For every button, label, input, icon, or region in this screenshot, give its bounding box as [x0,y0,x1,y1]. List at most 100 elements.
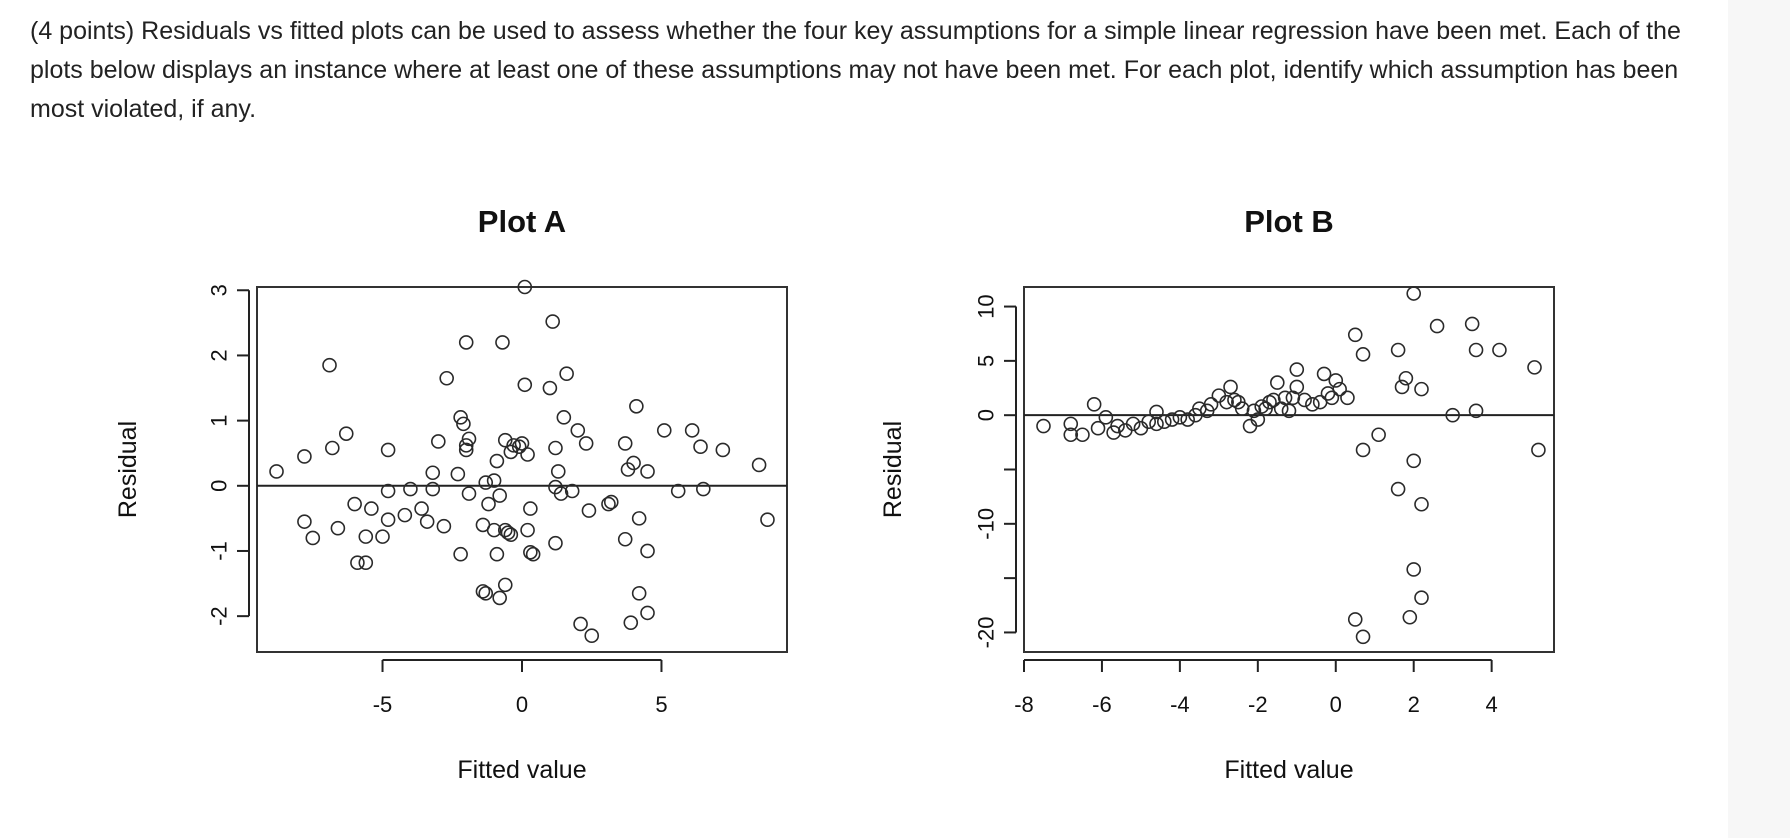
plot-b-data-point [1414,590,1429,605]
plot-b-data-point [1063,427,1079,443]
plot-a-data-point [601,496,616,512]
plot-a-data-point [640,605,655,621]
plot-b-data-point [1149,416,1164,432]
plot-b-data-point [1402,609,1418,625]
plot-a-x-tick-label: 0 [516,692,528,717]
plot-a-data-point [414,501,429,516]
plot-a-data-point [358,529,374,544]
plot-a-data-point [330,520,346,536]
plot-b-data-point [1149,404,1164,420]
plot-a-data-point [492,488,507,503]
question-panel: (4 points) Residuals vs fitted plots can… [30,17,1681,784]
plot-b-data-point [1086,397,1102,412]
plot-a-y-tick-label: 3 [207,284,232,296]
question-text: (4 points) Residuals vs fitted plots can… [30,17,1681,123]
plot-b-data-point [1063,416,1079,432]
plot-a-x-tick-label: 5 [655,692,667,717]
plot-a-data-point [297,449,312,464]
plot-a-data-point [629,398,644,414]
plot-b-data-point [1164,412,1180,427]
plot-a-data-point [478,475,494,490]
plot-a-data-point [584,628,600,644]
plot-a-data-point [626,455,641,471]
plot-b-data-point [1492,342,1507,358]
plot-b-y-tick-label: -20 [974,617,999,649]
plot-a-data-point [631,511,647,526]
plot-b-x-tick-label: -8 [1014,692,1034,717]
plot-a-data-point [450,466,466,482]
plot-b-data-point [1394,379,1410,395]
plot-b-x-axis-label: Fitted value [1224,756,1353,784]
plot-a-data-point [458,335,474,350]
plot-a-data-point [492,590,507,606]
plot-b-data-point [1289,379,1305,395]
plot-b-title: Plot B [1244,204,1334,239]
plot-b-y-tick-label: -10 [974,508,999,540]
plot-b-data-point [1305,397,1320,412]
plot-b-y-axis-label: Residual [879,421,907,518]
plot-a-data-point [489,453,505,469]
plot-b-data-point [1289,362,1305,377]
plot-b-data-point [1075,427,1090,443]
plot-a-data-point [458,438,474,453]
plot-b-data-point [1250,412,1266,427]
plot-a-data-point [548,440,563,456]
plot-a-data-point [573,616,588,632]
plot-a-data-point [553,486,569,501]
plot-b-data-point [1332,381,1347,397]
plot-a-data-point [495,335,510,350]
plot-a-data-point [640,543,655,559]
plot-b-data-point [1234,401,1250,416]
plot-a-x-tick-label: -5 [373,692,393,717]
plot-b-data-point [1110,418,1125,434]
plot-a-data-point [617,531,633,547]
plot-b-data-point [1347,327,1363,343]
plot-b-data-point [1172,410,1188,425]
plot-a-y-tick-label: -1 [207,541,232,561]
plot-a-data-point [305,530,321,546]
plot-b-x-tick-label: -2 [1248,692,1268,717]
plot-b-points [1036,286,1546,645]
plot-a-data-point [503,444,519,460]
plot-a-data-point [325,440,340,456]
plot-b-data-point [1203,397,1219,412]
plot-a-data-point [458,442,474,458]
plot-a-data-point [453,546,468,562]
side-strip [1728,0,1790,838]
plot-a-data-point [380,512,396,527]
plot-a-data-point [542,380,558,396]
plot-a-data-point [475,584,491,599]
plot-a-title: Plot A [478,204,566,239]
plot-a-data-point [489,546,505,562]
plot-a-data-point [269,464,284,479]
plot-a-data-point [559,366,574,381]
plot-a-data-point [693,439,708,454]
plot-a-data-point [578,436,594,451]
plot-a-data-point [419,514,435,529]
plot-a-data-point [523,501,538,516]
plot-b-data-point [1281,403,1297,419]
plot-a-points [269,279,775,644]
plot-a-data-point [497,432,513,448]
plot-b-data-point [1468,342,1484,358]
plot-a-data-point [506,438,521,453]
plot-b-data-point [1527,360,1542,375]
plot-a-chart: Plot A -5 0 5 -2 -1 0 1 2 3 Fitted value Residual [114,204,788,784]
plot-b-data-point [1090,420,1106,436]
plot-b-data-point [1036,418,1051,434]
plot-b-data-point [1277,390,1293,406]
plot-b-data-point [1223,379,1238,395]
plot-a-y-tick-label: -2 [207,606,232,626]
plot-a-data-point [564,483,580,499]
plot-a-data-point [511,439,527,454]
plot-a-data-point [517,279,533,295]
plot-a-data-point [556,410,572,425]
plot-a-data-point [364,501,379,516]
plot-b-data-point [1406,562,1422,577]
plot-b-data-point [1355,442,1371,458]
plot-a-data-point [456,416,471,432]
plot-b-data-point [1414,496,1429,512]
plot-a-data-point [623,615,639,630]
plot-a-data-point [631,586,647,601]
plot-a-data-point [525,546,541,562]
